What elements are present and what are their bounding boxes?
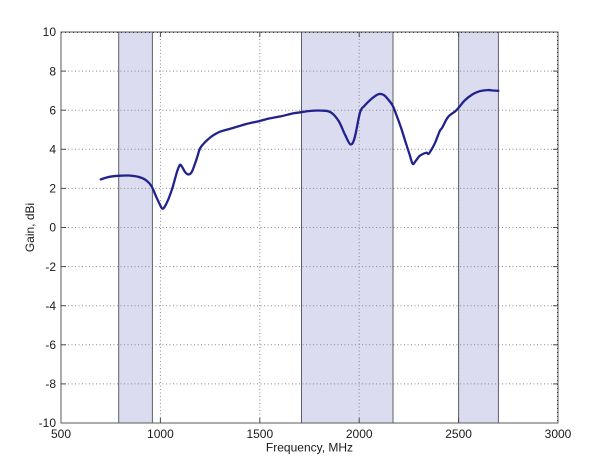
svg-text:2500: 2500: [445, 427, 472, 441]
svg-text:3000: 3000: [545, 427, 572, 441]
svg-text:Gain, dBi: Gain, dBi: [23, 203, 37, 252]
svg-text:1500: 1500: [246, 427, 273, 441]
svg-text:2000: 2000: [346, 427, 373, 441]
svg-text:500: 500: [51, 427, 71, 441]
svg-text:2: 2: [49, 182, 56, 196]
svg-text:1000: 1000: [147, 427, 174, 441]
svg-text:8: 8: [49, 64, 56, 78]
svg-text:-8: -8: [45, 377, 56, 391]
svg-text:10: 10: [43, 25, 57, 39]
svg-text:-4: -4: [45, 299, 56, 313]
svg-text:Frequency, MHz: Frequency, MHz: [266, 441, 353, 455]
svg-text:0: 0: [49, 221, 56, 235]
svg-text:-10: -10: [39, 416, 57, 430]
svg-text:4: 4: [49, 143, 56, 157]
svg-text:6: 6: [49, 103, 56, 117]
svg-text:-6: -6: [45, 338, 56, 352]
svg-text:-2: -2: [45, 260, 56, 274]
